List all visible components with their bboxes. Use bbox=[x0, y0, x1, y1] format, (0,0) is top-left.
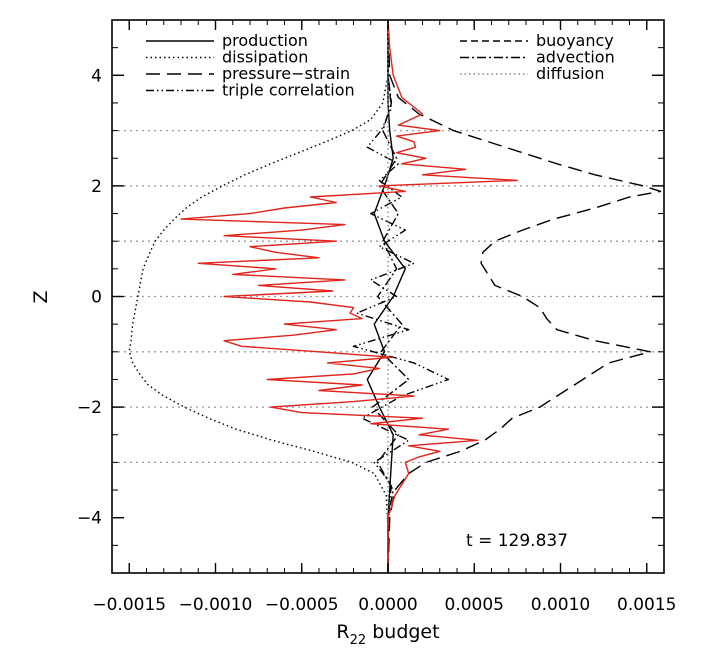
legend-label-left-3: triple correlation bbox=[222, 81, 355, 100]
x-tick-label-6: 0.0015 bbox=[617, 595, 676, 615]
y-tick-label-0: −4 bbox=[77, 509, 102, 529]
legend-label-right-2: diffusion bbox=[536, 64, 604, 83]
series-advection bbox=[371, 20, 410, 573]
y-tick-label-2: 0 bbox=[91, 288, 102, 308]
time-annotation: t = 129.837 bbox=[466, 531, 568, 551]
y-tick-label-4: 4 bbox=[91, 66, 102, 86]
x-tick-label-0: −0.0015 bbox=[92, 595, 166, 615]
legend-label-left-1: dissipation bbox=[222, 48, 308, 67]
x-axis-label: R22 budget bbox=[336, 621, 439, 648]
x-tick-label-4: 0.0005 bbox=[445, 595, 504, 615]
legend: productiondissipationpressure−straintrip… bbox=[146, 31, 615, 100]
x-tick-label-1: −0.0010 bbox=[179, 595, 253, 615]
series-dissipation bbox=[128, 20, 389, 573]
legend-label-left-0: production bbox=[222, 31, 308, 50]
series-pressure-strain bbox=[387, 19, 662, 574]
x-tick-label-5: 0.0010 bbox=[531, 595, 590, 615]
y-axis-label: Z bbox=[30, 290, 52, 303]
y-tick-label-1: −2 bbox=[77, 398, 102, 418]
budget-series bbox=[128, 19, 662, 574]
x-axis-ticks: −0.0015 −0.0010 −0.0005 0.0000 0.0005 0.0010 0… bbox=[92, 20, 676, 615]
legend-label-right-1: advection bbox=[536, 48, 615, 67]
y-tick-label-3: 2 bbox=[91, 177, 102, 197]
series-production bbox=[366, 20, 406, 573]
series-triple-correlation bbox=[352, 20, 450, 573]
series-red-profile bbox=[180, 19, 519, 573]
y-axis-ticks: −4 −2 0 2 4 bbox=[77, 19, 664, 574]
x-tick-label-3: 0.0000 bbox=[358, 595, 417, 615]
legend-label-left-2: pressure−strain bbox=[222, 64, 350, 83]
legend-label-right-0: buoyancy bbox=[536, 31, 614, 50]
x-tick-label-2: −0.0005 bbox=[265, 595, 339, 615]
